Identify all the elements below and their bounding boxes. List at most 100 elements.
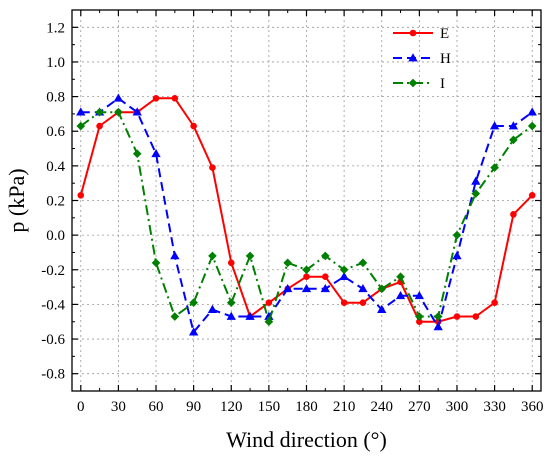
data-point-I bbox=[132, 149, 142, 159]
data-point-I bbox=[377, 284, 387, 294]
data-point-I bbox=[264, 317, 274, 327]
data-point-E bbox=[453, 313, 461, 320]
y-tick-label: 0.6 bbox=[46, 124, 65, 140]
x-tick-label: 360 bbox=[521, 399, 544, 415]
data-point-H bbox=[508, 121, 519, 130]
data-point-I bbox=[283, 258, 292, 268]
x-tick-label: 0 bbox=[77, 399, 85, 415]
x-tick-label: 180 bbox=[295, 399, 318, 415]
x-tick-label: 210 bbox=[333, 399, 356, 415]
data-point-I bbox=[95, 107, 104, 117]
x-tick-label: 270 bbox=[408, 399, 431, 415]
data-point-H bbox=[452, 251, 462, 260]
data-point-H bbox=[489, 121, 500, 130]
x-tick-label: 120 bbox=[220, 399, 243, 415]
data-point-I bbox=[490, 163, 499, 172]
data-point-E bbox=[77, 192, 85, 199]
x-tick-label: 90 bbox=[186, 399, 201, 415]
data-point-H bbox=[471, 176, 481, 185]
data-point-I bbox=[433, 312, 443, 321]
x-tick-label: 150 bbox=[258, 399, 281, 415]
series-layer bbox=[76, 93, 537, 336]
data-point-I bbox=[527, 121, 537, 131]
y-tick-label: -0.8 bbox=[41, 367, 65, 383]
data-point-I bbox=[151, 258, 161, 268]
legend: EHI bbox=[393, 26, 451, 92]
y-tick-label: -0.4 bbox=[41, 297, 65, 313]
data-point-H bbox=[226, 311, 236, 320]
series-I bbox=[76, 107, 537, 327]
data-point-E bbox=[152, 95, 160, 102]
data-point-H bbox=[527, 107, 537, 116]
data-point-E bbox=[322, 273, 329, 281]
y-tick-label: 0.4 bbox=[46, 159, 65, 175]
data-point-E bbox=[209, 164, 216, 171]
ticks: 0 30 60 90 120 150 180 210 240 270 300 330 360 -0.8 -0… bbox=[41, 10, 543, 415]
data-point-I bbox=[471, 189, 481, 198]
x-tick-label: 60 bbox=[149, 399, 164, 415]
data-point-E bbox=[491, 299, 498, 306]
data-point-H bbox=[395, 290, 406, 300]
y-tick-label: 0.8 bbox=[46, 90, 65, 106]
data-point-I bbox=[245, 251, 255, 261]
data-point-I bbox=[396, 272, 405, 282]
grid bbox=[72, 10, 541, 391]
legend-label-I: I bbox=[440, 76, 445, 92]
y-tick-label: -0.2 bbox=[41, 263, 65, 279]
data-point-I bbox=[452, 230, 462, 240]
x-tick-label: 240 bbox=[370, 399, 393, 415]
data-point-E bbox=[190, 122, 197, 130]
data-point-E bbox=[96, 122, 103, 130]
legend-label-E: E bbox=[440, 26, 449, 42]
x-tick-label: 330 bbox=[483, 399, 506, 415]
data-point-H bbox=[170, 251, 180, 260]
series-H bbox=[76, 93, 537, 336]
data-point-H bbox=[207, 304, 218, 313]
data-point-H bbox=[320, 284, 330, 293]
data-point-H bbox=[433, 322, 443, 331]
data-point-E bbox=[340, 299, 348, 306]
data-point-H bbox=[377, 304, 387, 313]
data-point-E bbox=[227, 259, 235, 267]
legend-marker-I bbox=[408, 78, 418, 88]
data-point-I bbox=[321, 251, 330, 261]
data-point-E bbox=[528, 192, 536, 199]
data-point-I bbox=[226, 298, 236, 307]
data-point-H bbox=[245, 311, 255, 320]
data-point-H bbox=[339, 271, 349, 281]
y-tick-label: -0.6 bbox=[41, 332, 65, 348]
data-point-H bbox=[113, 93, 124, 102]
data-point-E bbox=[303, 273, 310, 281]
data-point-H bbox=[188, 327, 199, 336]
x-axis-title: Wind direction (°) bbox=[226, 427, 387, 452]
data-point-I bbox=[302, 265, 311, 275]
data-point-I bbox=[114, 107, 123, 117]
data-point-I bbox=[509, 135, 518, 145]
data-point-E bbox=[359, 299, 367, 306]
data-point-I bbox=[170, 312, 180, 321]
y-tick-label: 0.0 bbox=[46, 228, 65, 244]
y-axis-title: p (kPa) bbox=[4, 168, 29, 232]
data-point-H bbox=[414, 290, 425, 300]
y-tick-label: 0.2 bbox=[46, 194, 65, 210]
legend-label-H: H bbox=[440, 51, 451, 67]
x-tick-label: 300 bbox=[446, 399, 469, 415]
data-point-E bbox=[265, 299, 273, 306]
data-point-I bbox=[339, 265, 349, 275]
data-point-H bbox=[358, 284, 368, 293]
data-point-H bbox=[76, 107, 86, 116]
data-point-H bbox=[283, 284, 293, 293]
y-tick-label: 1.0 bbox=[46, 55, 65, 71]
x-tick-label: 30 bbox=[111, 399, 126, 415]
data-point-I bbox=[208, 251, 217, 261]
legend-marker-E bbox=[409, 29, 417, 37]
data-point-E bbox=[171, 95, 179, 102]
data-point-I bbox=[76, 121, 86, 131]
y-tick-label: 1.2 bbox=[46, 20, 65, 36]
data-point-H bbox=[301, 284, 312, 293]
data-point-H bbox=[151, 148, 161, 158]
legend-marker-H bbox=[408, 53, 418, 62]
data-point-I bbox=[358, 258, 368, 268]
data-point-I bbox=[415, 312, 424, 321]
data-point-E bbox=[472, 313, 480, 320]
